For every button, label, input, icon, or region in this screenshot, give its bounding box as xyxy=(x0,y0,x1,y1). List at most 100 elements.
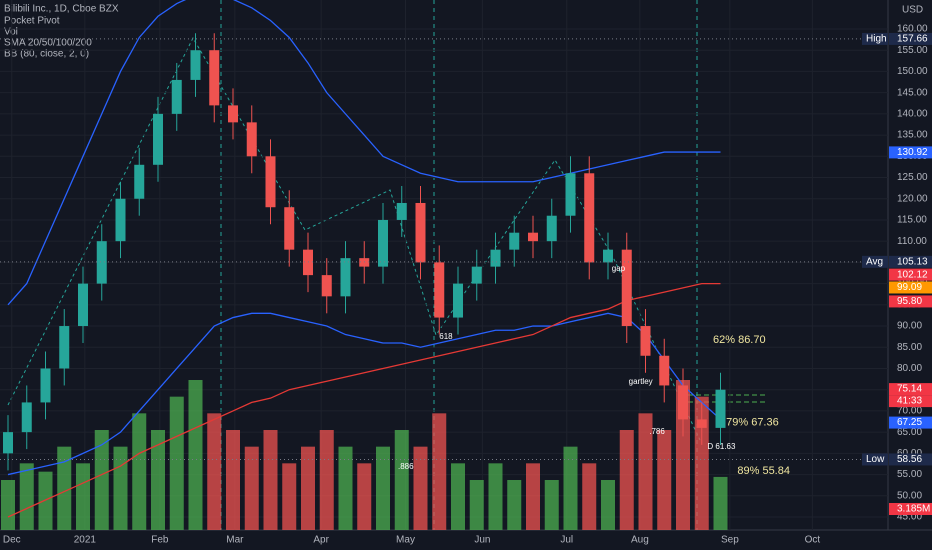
candle-body xyxy=(21,402,32,433)
volume-badge xyxy=(889,503,932,515)
volume-bar xyxy=(469,480,484,530)
volume-bar xyxy=(244,446,259,530)
candle-body xyxy=(171,79,182,114)
candle-body xyxy=(509,232,520,250)
candle-body xyxy=(265,156,276,208)
price-badge xyxy=(889,416,932,429)
x-tick-label: Dec xyxy=(3,535,21,546)
price-badge xyxy=(889,146,932,159)
volume-bar xyxy=(526,463,540,530)
x-tick-label: Jul xyxy=(560,535,573,546)
volume-bar xyxy=(169,396,184,530)
x-tick-label: Oct xyxy=(805,535,821,546)
harmonic-pattern xyxy=(7,36,701,441)
y-tick-label: 45.00 xyxy=(897,512,922,523)
volume-bar xyxy=(413,446,428,530)
legend-line: SMA 20/50/100/200 xyxy=(4,38,92,49)
candle-body xyxy=(696,419,707,428)
volume-bar xyxy=(582,463,597,530)
candle-body xyxy=(340,258,351,297)
candle-body xyxy=(659,355,670,386)
legend-line: BB (80, close, 2, 0) xyxy=(4,49,89,60)
price-badge-label: 58.56 xyxy=(897,454,922,465)
annotation: .786 xyxy=(649,427,665,436)
x-tick-label: 2021 xyxy=(74,535,97,546)
y-tick-label: 85.00 xyxy=(897,342,922,353)
candle-body xyxy=(78,283,88,327)
bb-upper xyxy=(7,0,721,306)
candle-body xyxy=(415,202,426,263)
volume-bar xyxy=(357,463,372,530)
volume-bar xyxy=(601,480,615,530)
candle-body xyxy=(209,50,220,106)
volume-bar xyxy=(488,463,503,530)
price-badge xyxy=(889,32,932,45)
bb-lower xyxy=(7,312,721,476)
candle-body xyxy=(434,262,445,318)
volume-bar xyxy=(694,396,709,530)
y-tick-label: 90.00 xyxy=(897,321,922,332)
annotation: .886 xyxy=(398,462,414,471)
y-tick-label: 120.00 xyxy=(897,193,928,204)
annotation: 89% 55.84 xyxy=(737,465,790,477)
candle-body xyxy=(528,232,538,242)
price-badge-label: 67.25 xyxy=(897,417,922,428)
volume-bar xyxy=(338,446,353,530)
volume-bar xyxy=(319,430,334,530)
volume-bar xyxy=(226,430,240,530)
price-badge xyxy=(889,281,932,294)
candle-body xyxy=(490,249,501,267)
y-tick-label: 70.00 xyxy=(897,406,922,417)
annotation: 79% 67.36 xyxy=(726,416,779,428)
candle-body xyxy=(40,368,51,403)
volume-bar xyxy=(507,480,522,530)
volume-bar xyxy=(94,430,109,530)
price-badge xyxy=(889,295,932,308)
x-tick-label: Apr xyxy=(313,535,329,546)
annotation: 618 xyxy=(439,332,453,341)
volume-bar xyxy=(38,471,53,530)
price-badge-label: 75.14 xyxy=(897,384,922,395)
currency: USD xyxy=(902,5,923,16)
volume-bar xyxy=(76,463,90,530)
x-tick-label: Mar xyxy=(226,535,244,546)
candle-body xyxy=(134,164,145,199)
badge-name: Low xyxy=(866,454,885,465)
y-tick-label: 125.00 xyxy=(897,172,928,183)
annotation: D 61.63 xyxy=(707,442,736,451)
x-tick-label: Jun xyxy=(474,535,490,546)
annotation: 62% 86.70 xyxy=(713,334,766,346)
volume-bar xyxy=(376,446,390,530)
candle-body xyxy=(640,326,651,356)
candle-body xyxy=(228,105,238,123)
candle-body xyxy=(396,202,407,220)
candle-body xyxy=(546,215,557,242)
candle-body xyxy=(603,249,613,263)
volume-bar xyxy=(1,480,15,530)
volume-bar xyxy=(432,413,447,530)
y-tick-label: 160.00 xyxy=(897,24,928,35)
volume-bar xyxy=(657,430,672,530)
candle-body xyxy=(303,249,313,276)
candle-body xyxy=(96,241,107,284)
volume-bar xyxy=(301,446,315,530)
candle-body xyxy=(59,326,70,369)
volume-bar xyxy=(544,480,559,530)
volume-bar xyxy=(19,463,34,530)
y-tick-label: 50.00 xyxy=(897,490,922,501)
x-tick-label: May xyxy=(396,535,415,546)
badge-name-bg xyxy=(862,32,888,45)
candle-body xyxy=(565,173,576,216)
y-tick-label: 55.00 xyxy=(897,469,922,480)
legend-line: Pocket Pivot xyxy=(4,16,60,27)
volume-bar xyxy=(451,463,465,530)
candle-body xyxy=(115,198,126,242)
volume-bar xyxy=(188,380,203,530)
price-badge-label: 102.12 xyxy=(897,269,928,280)
y-tick-label: 65.00 xyxy=(897,427,922,438)
sma200 xyxy=(7,282,721,518)
candle-body xyxy=(715,389,726,428)
candle-body xyxy=(359,258,370,267)
candle-body xyxy=(621,249,632,327)
